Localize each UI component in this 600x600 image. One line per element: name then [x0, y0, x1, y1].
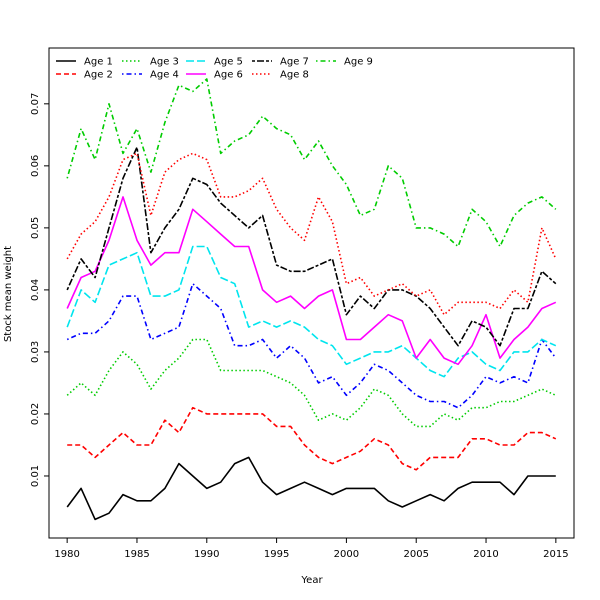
x-tick-label: 1985: [124, 549, 149, 560]
y-tick-label: 0.06: [30, 155, 41, 177]
x-axis-label: Year: [300, 575, 323, 586]
x-tick-label: 2005: [403, 549, 428, 560]
x-tick-label: 2000: [334, 549, 359, 560]
x-tick-label: 2010: [473, 549, 498, 560]
y-tick-label: 0.05: [30, 217, 41, 239]
x-tick-label: 1990: [194, 549, 219, 560]
y-tick-label: 0.01: [30, 465, 41, 487]
y-axis: 0.01 0.02 0.03 0.04 0.05 0.06 0.07: [30, 93, 49, 487]
legend-label: Age 4: [150, 70, 179, 81]
legend-item-age-9: Age 9: [316, 57, 373, 68]
y-tick-label: 0.02: [30, 403, 41, 425]
series-line-age-4: [66, 282, 557, 409]
series-line-age-1: [66, 456, 556, 521]
x-tick-label: 1980: [54, 549, 79, 560]
series-layer: [66, 78, 557, 521]
legend-item-age-5: Age 5: [186, 57, 243, 68]
plot-frame: [48, 47, 575, 539]
series-line-age-2: [67, 406, 557, 471]
legend-item-age-1: Age 1: [56, 57, 113, 68]
legend-label: Age 1: [84, 57, 113, 68]
legend-label: Age 2: [84, 70, 113, 81]
y-axis-label: Stock mean weight: [3, 246, 14, 342]
series-line-age-5: [66, 245, 557, 378]
legend-item-age-4: Age 4: [122, 70, 179, 81]
series-line-age-7: [66, 146, 557, 347]
legend-label: Age 3: [150, 57, 179, 68]
legend-label: Age 9: [344, 57, 373, 68]
legend-item-age-3: Age 3: [122, 57, 179, 68]
y-tick-label: 0.07: [30, 93, 41, 115]
legend-item-age-6: Age 6: [186, 70, 243, 81]
series-line-age-3: [66, 338, 557, 428]
x-tick-label: 1995: [264, 549, 289, 560]
series-line-age-9: [66, 78, 557, 248]
legend-item-age-8: Age 8: [252, 70, 309, 81]
series-line-age-6: [66, 196, 557, 366]
legend-label: Age 5: [214, 57, 243, 68]
legend: Age 1 Age 2 Age 3 Age 4 Age 5 Age 6 Age 7 Age 8…: [56, 57, 373, 81]
legend-label: Age 8: [280, 70, 309, 81]
legend-item-age-7: Age 7: [252, 57, 309, 68]
legend-label: Age 7: [280, 57, 309, 68]
y-tick-label: 0.04: [30, 279, 41, 301]
y-tick-label: 0.03: [30, 341, 41, 363]
legend-item-age-2: Age 2: [56, 70, 113, 81]
legend-label: Age 6: [214, 70, 243, 81]
x-tick-label: 2015: [543, 549, 568, 560]
series-line-age-8: [66, 152, 557, 316]
x-axis: 1980 1985 1990 1995 2000 2005 2010 2015: [54, 538, 569, 560]
